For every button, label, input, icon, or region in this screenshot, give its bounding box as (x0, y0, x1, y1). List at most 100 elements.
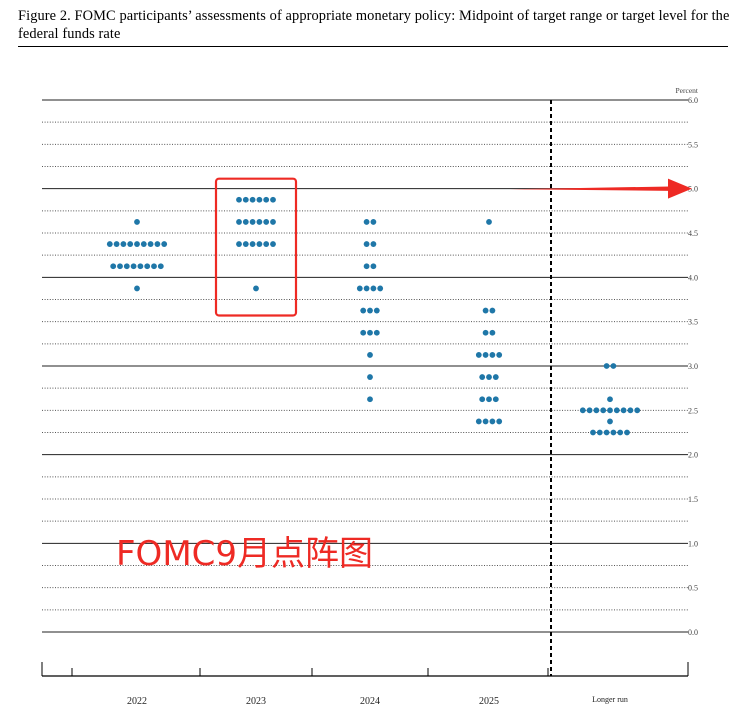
participant-dot (236, 196, 242, 203)
participant-dot (475, 418, 482, 425)
participant-dot (586, 407, 593, 414)
participant-dot (117, 263, 123, 270)
y-tick-label: 1.0 (688, 539, 698, 548)
participant-dot (496, 352, 503, 358)
participant-dot (482, 307, 489, 314)
annotations: FOMC9月点阵图 (116, 177, 692, 574)
participant-dot (256, 219, 263, 225)
participant-dot (147, 241, 154, 247)
participant-dot (134, 285, 140, 292)
participant-dot (579, 407, 586, 414)
participant-dot (600, 407, 607, 414)
participant-dot (367, 396, 373, 403)
y-tick-label: 2.0 (688, 451, 698, 460)
y-tick-label: 5.5 (688, 140, 698, 149)
participant-dot (367, 307, 373, 314)
participant-dot (120, 241, 127, 247)
participant-dot (624, 429, 630, 436)
participant-dot (242, 219, 249, 225)
participant-dot (151, 263, 157, 270)
participant-dot (140, 241, 147, 247)
participant-dot (482, 352, 489, 358)
x-axis (41, 662, 689, 677)
participant-dot (603, 429, 610, 436)
participant-dot (360, 329, 367, 336)
participant-dot (370, 263, 377, 270)
participant-dot (236, 241, 242, 247)
participant-dot (106, 241, 113, 247)
participant-dot (270, 241, 276, 247)
participant-dot (110, 263, 117, 270)
participant-dot (242, 241, 249, 247)
participant-dot (249, 196, 256, 203)
participant-dot (113, 241, 120, 247)
participant-dot (489, 352, 496, 358)
participant-dot (610, 429, 617, 436)
participant-dot (373, 329, 380, 336)
category-label: 2022 (127, 696, 147, 707)
participant-dot (489, 329, 496, 336)
category-label: 2023 (246, 696, 266, 707)
participant-dot (127, 241, 134, 247)
y-tick-label: 5.0 (688, 185, 698, 194)
participant-dot (627, 407, 634, 414)
participant-dot (263, 196, 270, 203)
participant-dot (596, 429, 603, 436)
participant-dot (482, 329, 489, 336)
participant-dot (356, 285, 363, 292)
participant-dot (363, 241, 370, 247)
figure-caption: Figure 2. FOMC participants’ assessments… (18, 8, 730, 42)
participant-dot (479, 396, 486, 403)
participant-dot (370, 285, 377, 292)
participant-dot (607, 396, 613, 403)
participant-dot (489, 307, 496, 314)
y-tick-label: 4.0 (688, 273, 698, 282)
grid-lines (42, 99, 688, 633)
participant-dot (634, 407, 641, 414)
participant-dot (492, 396, 499, 403)
participant-dot (256, 196, 263, 203)
participant-dot (617, 429, 624, 436)
participant-dot (154, 241, 161, 247)
participant-dot (590, 429, 596, 436)
participant-dot (370, 241, 377, 247)
participant-dot (603, 363, 610, 369)
participant-dot (363, 219, 370, 225)
y-tick-label: 0.5 (688, 584, 698, 593)
participant-dot (613, 407, 620, 414)
participant-dot (607, 418, 613, 425)
category-labels: 2022 2023 2024 2025 Longer run (127, 695, 628, 707)
y-tick-label: 3.0 (688, 362, 698, 371)
participant-dot (130, 263, 137, 270)
participant-dot (479, 374, 486, 380)
participant-dot (373, 307, 380, 314)
participant-dot (236, 219, 242, 225)
participant-dot (377, 285, 384, 292)
participant-dot (620, 407, 627, 414)
y-tick-label: 2.5 (688, 406, 698, 415)
participant-dot (249, 219, 256, 225)
participant-dot (593, 407, 600, 414)
y-tick-label: 0.0 (688, 628, 698, 637)
participant-dot (482, 418, 489, 425)
participant-dot (263, 241, 270, 247)
participant-dot (134, 241, 140, 247)
participant-dot (134, 219, 140, 225)
y-axis-tick-labels: 0.0 0.5 1.0 1.5 2.0 2.5 3.0 3.5 4.0 4.5 5.0 5.5 6.0 (688, 96, 698, 637)
unit-label: Percent (676, 86, 699, 95)
participant-dot (607, 407, 613, 414)
participant-dot (370, 219, 377, 225)
category-label: 2024 (360, 696, 380, 707)
participant-dot (263, 219, 270, 225)
participant-dot (489, 418, 496, 425)
participant-dot (157, 263, 164, 270)
category-label: Longer run (592, 695, 628, 704)
participant-dot (363, 263, 370, 270)
category-label: 2025 (479, 696, 499, 707)
participant-dot (475, 352, 482, 358)
participant-dot (253, 285, 259, 292)
participant-dot (496, 418, 503, 425)
overlay-annotation-text: FOMC9月点阵图 (116, 534, 373, 574)
